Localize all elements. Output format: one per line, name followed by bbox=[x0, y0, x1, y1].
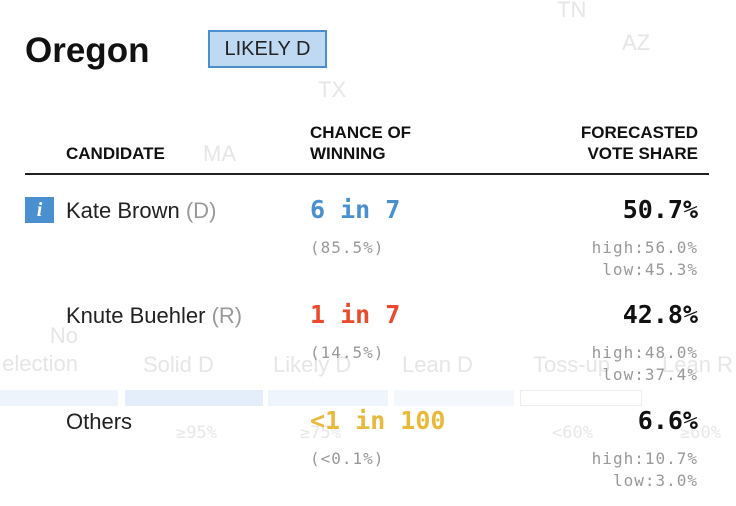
map-label: TN bbox=[557, 0, 587, 22]
legend-label: Toss-up bbox=[533, 352, 611, 377]
low-estimate: low:37.4% bbox=[602, 365, 698, 384]
legend-swatch bbox=[520, 390, 642, 406]
vote-share: 42.8% bbox=[622, 300, 698, 329]
name-text: Others bbox=[66, 409, 133, 434]
legend-label: Likely D bbox=[273, 352, 352, 377]
legend-threshold: <60% bbox=[552, 423, 593, 443]
legend-threshold: ≥60% bbox=[680, 423, 721, 443]
chance-of-winning: 1 in 7 bbox=[310, 300, 401, 329]
column-header: CANDIDATE bbox=[66, 144, 165, 163]
name-text: Kate Brown bbox=[66, 198, 180, 223]
vote-share: 6.6% bbox=[637, 406, 698, 435]
legend-swatch bbox=[125, 390, 263, 406]
map-label: AZ bbox=[622, 30, 651, 55]
legend-swatch bbox=[0, 390, 118, 406]
probability: (85.5%) bbox=[310, 238, 385, 257]
column-header: FORECASTED bbox=[580, 123, 698, 142]
chance-of-winning: <1 in 100 bbox=[310, 406, 446, 435]
title: Oregon bbox=[25, 31, 150, 70]
candidate-name: Kate Brown (D) bbox=[66, 198, 216, 224]
legend-threshold: ≥95% bbox=[176, 423, 217, 443]
name-text: Knute Buehler bbox=[66, 303, 206, 328]
legend-swatch bbox=[268, 390, 388, 406]
party: (D) bbox=[185, 198, 217, 223]
rating-badge: LIKELY D bbox=[208, 30, 327, 68]
legend-label: Lean R bbox=[662, 352, 733, 377]
probability: (<0.1%) bbox=[310, 449, 385, 468]
map-label: MA bbox=[203, 141, 236, 166]
low-estimate: low:45.3% bbox=[602, 260, 698, 279]
high-estimate: high:10.7% bbox=[591, 449, 698, 468]
candidate-name: Others bbox=[66, 409, 132, 435]
legend-threshold: ≥75% bbox=[300, 423, 341, 443]
legend-label: No election bbox=[2, 323, 78, 376]
probability: (14.5%) bbox=[310, 343, 385, 362]
vote-share: 50.7% bbox=[622, 195, 698, 224]
header-rule bbox=[25, 173, 709, 175]
info-icon[interactable]: i bbox=[25, 197, 54, 223]
high-estimate: high:48.0% bbox=[591, 343, 698, 362]
map-label: TX bbox=[318, 77, 347, 102]
column-header: CHANCE OF bbox=[310, 123, 412, 142]
column-header: WINNING bbox=[310, 144, 386, 163]
chance-of-winning: 6 in 7 bbox=[310, 195, 401, 224]
high-estimate: high:56.0% bbox=[591, 238, 698, 257]
legend-label: Lean D bbox=[402, 352, 473, 377]
legend-label: Solid D bbox=[143, 352, 214, 377]
low-estimate: low:3.0% bbox=[612, 471, 698, 490]
column-header: VOTE SHARE bbox=[587, 144, 698, 163]
legend-swatch bbox=[394, 390, 514, 406]
candidate-name: Knute Buehler (R) bbox=[66, 303, 242, 329]
party: (R) bbox=[211, 303, 243, 328]
